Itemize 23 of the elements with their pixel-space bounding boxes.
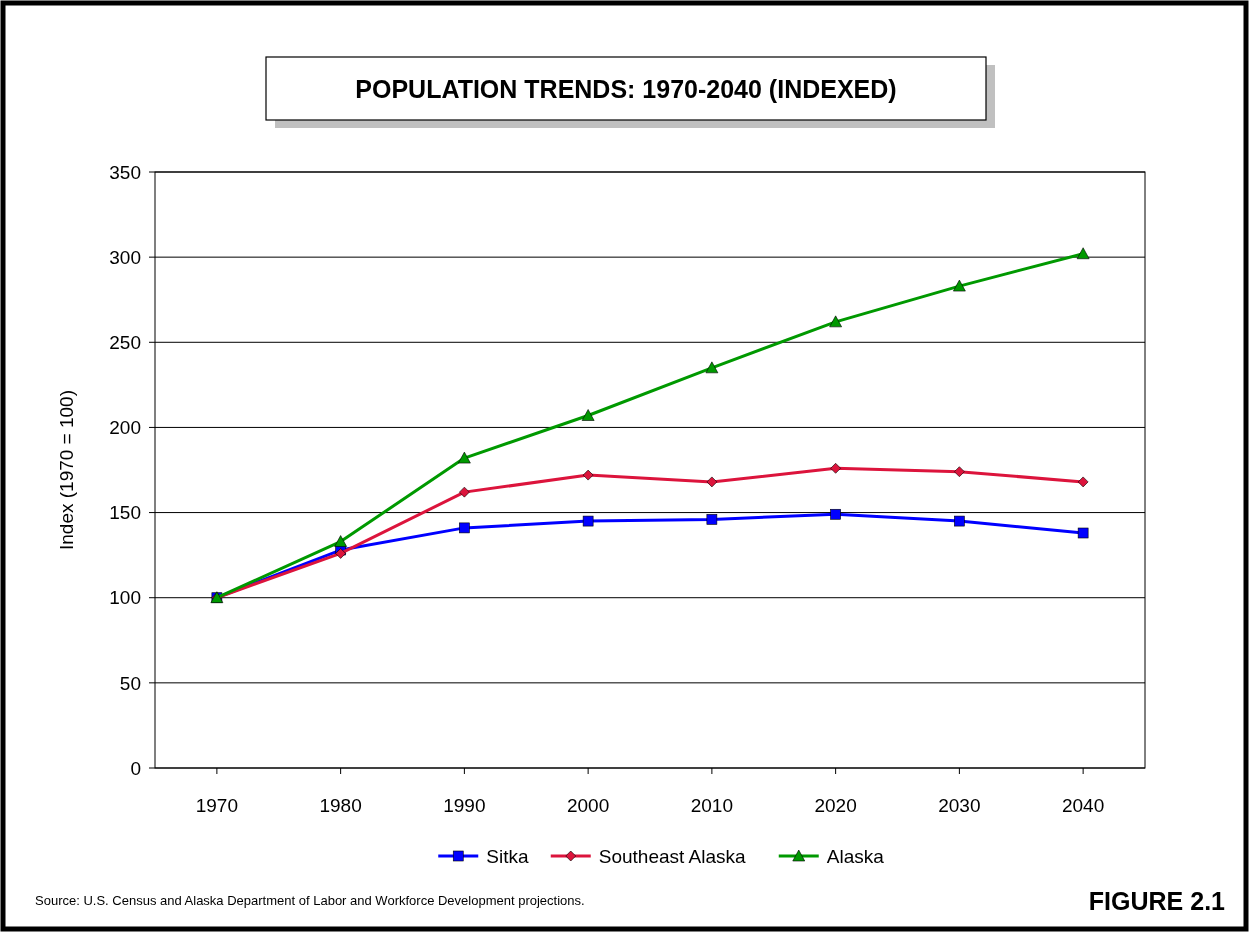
- y-tick-label: 250: [109, 331, 141, 353]
- x-tick-label: 1980: [319, 795, 362, 816]
- legend-label: Alaska: [826, 845, 885, 867]
- source-note: Source: U.S. Census and Alaska Department of Labor and Workforce Development projections.: [35, 893, 585, 908]
- chart-title: POPULATION TRENDS: 1970-2040 (INDEXED): [355, 75, 897, 103]
- x-tick-label: 2010: [690, 795, 734, 816]
- x-tick-label: 2040: [1061, 795, 1105, 816]
- x-tick-label: 2000: [566, 795, 610, 816]
- y-tick-label: 0: [130, 757, 141, 779]
- y-tick-label: 50: [119, 672, 141, 694]
- x-tick-label: 2020: [814, 795, 857, 816]
- caption: FIGURE 2.1: [1088, 887, 1226, 915]
- y-tick-label: 350: [109, 161, 141, 183]
- y-tick-label: 150: [109, 502, 141, 524]
- legend-label: Sitka: [486, 845, 529, 867]
- y-axis-title: Index (1970 = 100): [56, 389, 77, 551]
- y-tick-label: 300: [109, 246, 141, 268]
- x-tick-label: 1990: [443, 795, 486, 816]
- x-tick-label: 2030: [938, 795, 981, 816]
- legend-label: Southeast Alaska: [598, 845, 747, 867]
- x-tick-label: 1970: [195, 795, 239, 816]
- y-tick-label: 100: [109, 587, 141, 609]
- y-tick-label: 200: [109, 417, 141, 439]
